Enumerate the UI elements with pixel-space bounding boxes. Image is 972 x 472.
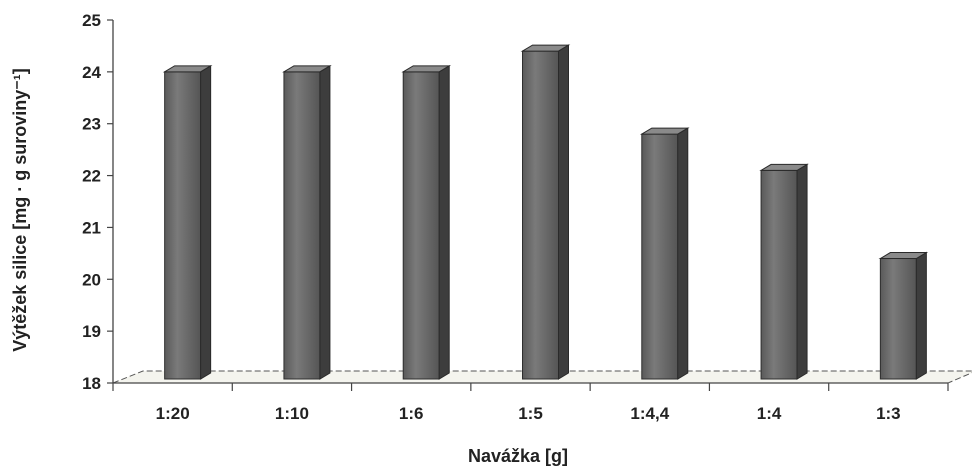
bar-top — [759, 163, 809, 171]
bar — [759, 163, 809, 380]
bar-side — [915, 251, 927, 380]
bar-front — [760, 169, 798, 380]
bar-side — [677, 127, 689, 380]
bar-top — [162, 65, 213, 73]
bar-side — [796, 163, 808, 380]
bar-top — [520, 44, 571, 52]
bar-side — [438, 64, 450, 380]
x-tick-label: 1:20 — [156, 404, 190, 423]
bar-top — [878, 252, 929, 260]
x-tick-label: 1:5 — [518, 404, 543, 423]
tick-labels: 18 19 20 21 22 23 24 25 1:20 1:10 1:6 1:5 1:4,4 1:4 1:… — [82, 11, 901, 423]
y-tick-label: 19 — [82, 322, 101, 341]
y-tick-label: 18 — [82, 374, 101, 393]
x-tick-label: 1:10 — [275, 404, 309, 423]
bar — [878, 251, 929, 380]
y-tick-label: 23 — [82, 115, 101, 134]
bar — [162, 64, 213, 380]
bar-front — [879, 258, 917, 380]
bar-front — [283, 71, 321, 380]
bar-front — [402, 71, 440, 380]
bar — [282, 64, 332, 380]
y-tick-label: 25 — [82, 11, 101, 30]
bars — [162, 44, 929, 380]
x-tick-label: 1:4,4 — [630, 404, 669, 423]
x-tick-label: 1:6 — [399, 404, 424, 423]
x-tick-label: 1:3 — [876, 404, 901, 423]
bar — [520, 44, 571, 380]
y-tick-label: 21 — [82, 218, 101, 237]
x-axis-title: Navážka [g] — [468, 446, 568, 466]
y-tick-label: 20 — [82, 270, 101, 289]
bar — [401, 64, 452, 380]
axes — [107, 19, 949, 391]
bar-front — [522, 50, 559, 380]
bar-side — [558, 44, 569, 380]
bar-front — [164, 71, 202, 380]
bar-top — [401, 65, 452, 73]
bar — [639, 127, 690, 380]
bar-top — [282, 65, 332, 73]
bar-front — [641, 133, 679, 380]
bar-side — [319, 64, 331, 380]
y-tick-label: 22 — [82, 167, 101, 186]
y-axis-title: Výtěžek silice [mg · g suroviny⁻¹] — [10, 68, 30, 352]
y-tick-label: 24 — [82, 63, 101, 82]
bar-top — [639, 127, 690, 135]
bar-side — [200, 64, 212, 380]
x-tick-label: 1:4 — [757, 404, 782, 423]
